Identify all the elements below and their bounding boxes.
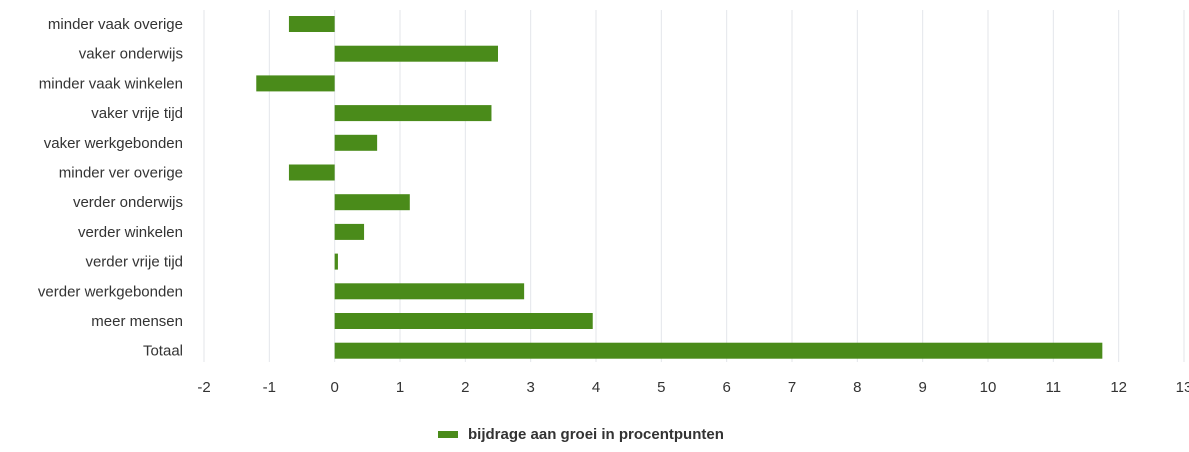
bar bbox=[334, 283, 525, 300]
x-tick-label: 9 bbox=[918, 379, 926, 396]
bar bbox=[334, 253, 338, 270]
legend-label: bijdrage aan groei in procentpunten bbox=[468, 426, 724, 443]
x-tick-label: 7 bbox=[788, 379, 796, 396]
bar bbox=[288, 16, 335, 32]
category-label: verder onderwijs bbox=[73, 194, 183, 211]
bar bbox=[334, 194, 410, 211]
x-tick-label: 6 bbox=[722, 379, 730, 396]
x-tick-label: -1 bbox=[263, 379, 276, 396]
x-tick-label: 11 bbox=[1046, 379, 1062, 396]
bar bbox=[334, 105, 492, 122]
x-tick-label: 13 bbox=[1176, 379, 1189, 396]
x-tick-label: 4 bbox=[592, 379, 600, 396]
bar bbox=[288, 164, 335, 181]
bar bbox=[334, 134, 378, 151]
legend-swatch bbox=[438, 431, 458, 438]
bar bbox=[334, 45, 498, 62]
x-tick-label: 8 bbox=[853, 379, 861, 396]
bar bbox=[334, 223, 365, 240]
category-label: verder winkelen bbox=[78, 224, 183, 241]
x-tick-label: 2 bbox=[461, 379, 469, 396]
category-label: vaker onderwijs bbox=[79, 46, 183, 63]
x-tick-labels: -2 -1 0 1 2 3 4 5 6 7 8 9 10 11 12 13 bbox=[197, 379, 1189, 396]
bar bbox=[334, 342, 1103, 359]
x-tick-label: 12 bbox=[1110, 379, 1127, 396]
x-tick-label: 0 bbox=[330, 379, 338, 396]
bar bbox=[334, 313, 593, 329]
bars bbox=[256, 16, 1103, 359]
grid bbox=[203, 10, 1185, 362]
x-tick-label: 10 bbox=[980, 379, 997, 396]
category-label: minder ver overige bbox=[59, 165, 183, 182]
category-label: vaker werkgebonden bbox=[44, 135, 183, 152]
bar bbox=[256, 75, 335, 92]
x-tick-label: 3 bbox=[526, 379, 534, 396]
category-label: minder vaak overige bbox=[48, 16, 183, 33]
category-label: minder vaak winkelen bbox=[39, 75, 183, 92]
x-tick-label: -2 bbox=[197, 379, 210, 396]
category-label: meer mensen bbox=[91, 313, 183, 330]
legend: bijdrage aan groei in procentpunten bbox=[438, 426, 724, 443]
category-label: Totaal bbox=[143, 343, 183, 360]
category-labels: minder vaak overige vaker onderwijs minder… bbox=[38, 16, 183, 360]
category-label: vaker vrije tijd bbox=[91, 105, 183, 122]
category-label: verder vrije tijd bbox=[85, 254, 183, 271]
category-label: verder werkgebonden bbox=[38, 283, 183, 300]
x-tick-label: 5 bbox=[657, 379, 665, 396]
x-tick-label: 1 bbox=[396, 379, 404, 396]
